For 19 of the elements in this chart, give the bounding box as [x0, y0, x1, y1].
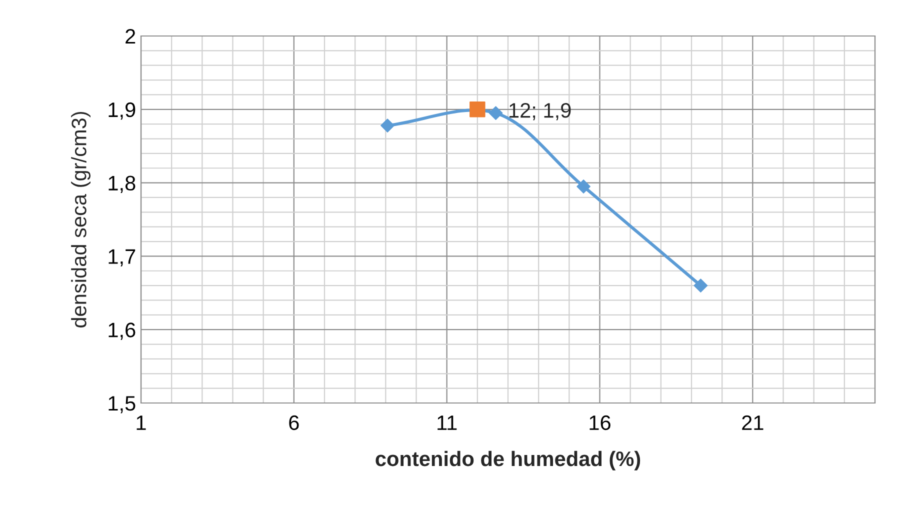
- y-tick-label: 1,9: [108, 102, 136, 120]
- x-tick-label: 6: [289, 415, 299, 430]
- y-tick-label: 1,7: [108, 249, 136, 266]
- y-tick-label: 1,8: [108, 176, 136, 194]
- x-tick-label: 11: [438, 416, 457, 430]
- x-tick-label: 1: [136, 416, 146, 430]
- y-tick-label: 2: [126, 29, 136, 44]
- y-axis-title: densidad seca (gr/cm3): [71, 112, 91, 328]
- point: [380, 118, 394, 133]
- point: [576, 180, 591, 194]
- point: [470, 102, 486, 118]
- data-label: 12; 1,9: [510, 103, 571, 120]
- point: [488, 106, 503, 120]
- y-tick-label: 1,6: [108, 322, 136, 340]
- y-tick-label: 1,5: [108, 396, 136, 414]
- x-tick-label: 21: [742, 415, 764, 430]
- x-axis-title: contenido de humedad (%): [376, 450, 640, 470]
- x-tick-label: 16: [590, 415, 610, 430]
- point: [694, 278, 708, 293]
